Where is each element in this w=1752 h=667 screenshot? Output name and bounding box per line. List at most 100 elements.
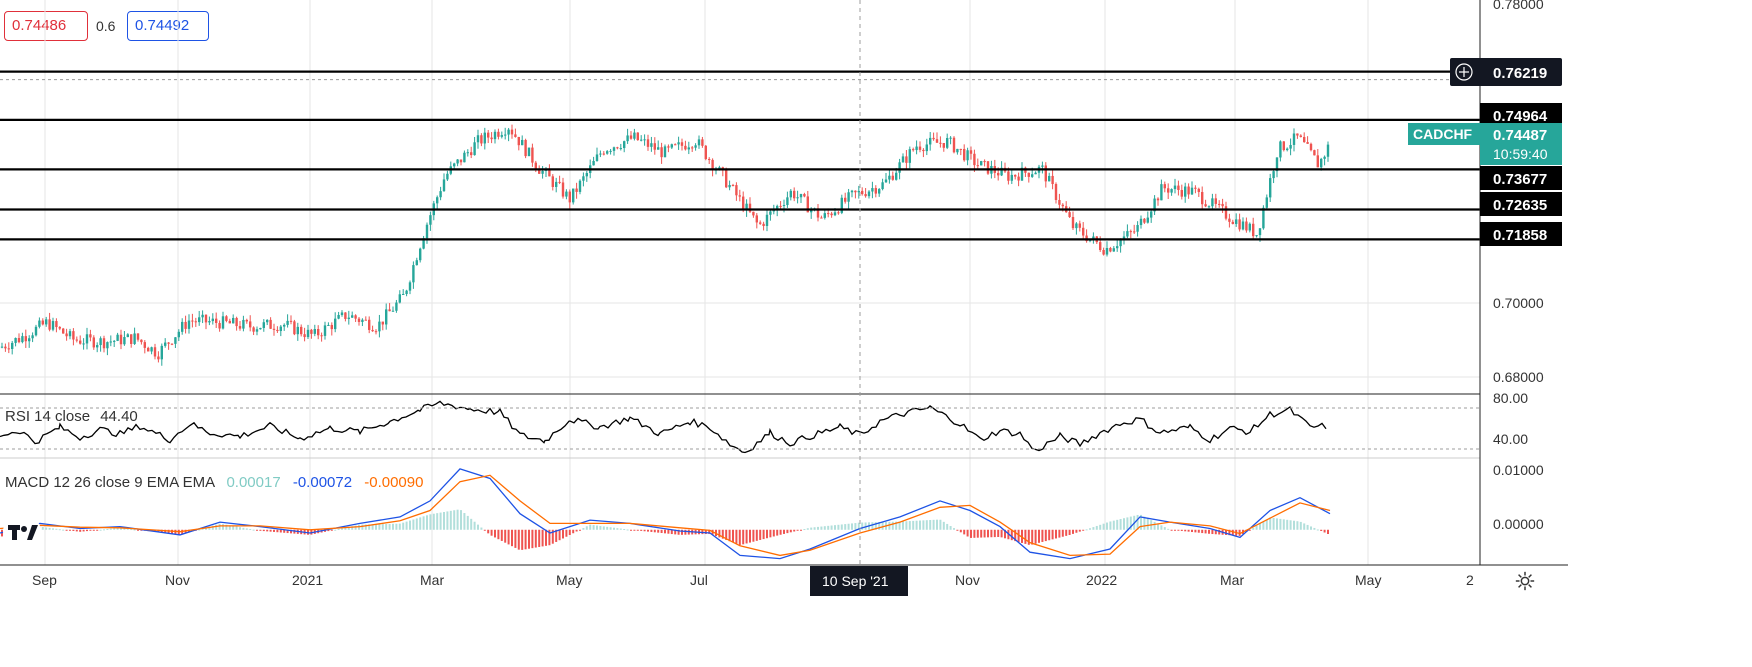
histogram-bar	[1313, 527, 1316, 530]
histogram-bar	[483, 529, 486, 531]
candle-body	[1306, 142, 1309, 144]
candle-body	[160, 345, 163, 360]
histogram-bar	[341, 528, 343, 530]
candle-body	[555, 181, 558, 187]
candle-body	[735, 185, 738, 196]
histogram-bar	[912, 520, 915, 530]
histogram-bar	[970, 529, 972, 538]
histogram-bar	[395, 523, 398, 530]
candle-body	[147, 347, 150, 352]
candle-body	[347, 317, 350, 319]
candle-body	[905, 156, 908, 163]
ask-price-box[interactable]: 0.74492	[127, 11, 209, 41]
candle-body	[429, 215, 432, 225]
histogram-bar	[1024, 529, 1027, 544]
histogram-bar	[524, 529, 527, 550]
candle-body	[1303, 136, 1306, 143]
bid-price-box[interactable]: 0.74486	[4, 11, 88, 41]
candle-body	[898, 162, 901, 173]
histogram-bar	[477, 524, 479, 530]
histogram-bar	[1078, 529, 1081, 532]
histogram-bar	[48, 527, 51, 530]
candle-body	[857, 190, 860, 193]
candle-body	[956, 148, 959, 153]
histogram-bar	[1044, 529, 1047, 542]
candle-body	[1326, 144, 1330, 157]
histogram-bar	[664, 529, 666, 534]
candle-body	[174, 337, 177, 344]
candle-body	[1000, 167, 1003, 176]
candle-body	[337, 314, 340, 319]
macd-legend[interactable]: MACD 12 26 close 9 EMA EMA 0.00017 -0.00…	[5, 474, 423, 491]
candle-body	[378, 321, 381, 332]
candle-body	[303, 334, 306, 338]
candle-body	[599, 153, 602, 155]
histogram-bar	[541, 529, 544, 547]
histogram-bar	[619, 528, 622, 530]
candle-body	[973, 153, 976, 166]
plus-icon[interactable]	[1455, 63, 1473, 81]
candle-body	[354, 315, 357, 319]
candle-body	[14, 338, 17, 343]
candle-body	[680, 142, 684, 146]
rsi-legend[interactable]: RSI 14 close 44.40	[5, 408, 138, 425]
candle-body	[507, 129, 510, 135]
tradingview-logo-icon[interactable]	[0, 512, 46, 552]
candle-body	[425, 224, 429, 239]
histogram-bar	[936, 519, 938, 530]
histogram-bar	[324, 529, 326, 532]
histogram-bar	[1187, 529, 1190, 532]
candle-body	[497, 131, 500, 137]
histogram-bar	[1282, 519, 1285, 530]
candle-body	[942, 143, 945, 148]
x-tick-label: May	[1355, 572, 1381, 588]
histogram-bar	[636, 529, 639, 531]
histogram-bar	[640, 529, 643, 531]
histogram-bar	[1231, 529, 1234, 536]
histogram-bar	[1058, 529, 1061, 538]
histogram-bar	[752, 529, 755, 542]
histogram-bar	[232, 525, 235, 530]
candle-body	[1082, 227, 1085, 236]
rsi-tick-label: 40.00	[1493, 431, 1528, 447]
candle-body	[493, 131, 497, 140]
histogram-bar	[1027, 529, 1030, 545]
candle-body	[1241, 221, 1245, 230]
level-tags: 0.76219 0.74964 CADCHF 0.74487 10:59:40 …	[1408, 58, 1562, 246]
histogram-bar	[1038, 529, 1040, 543]
macd-hist-value: 0.00017	[226, 474, 280, 491]
candle-body	[500, 135, 503, 137]
candle-body	[782, 205, 786, 207]
histogram-bar	[103, 529, 105, 531]
histogram-bar	[521, 529, 524, 550]
level-label: 0.71858	[1493, 227, 1547, 244]
histogram-bar	[762, 529, 765, 540]
chart-canvas[interactable]: 0.78000 0.70000 0.68000 80.00 40.00 0.01…	[0, 0, 1568, 597]
candle-body	[915, 146, 918, 151]
candle-body	[952, 137, 956, 153]
histogram-bar	[738, 529, 741, 546]
histogram-bar	[609, 527, 612, 530]
rsi-title: RSI 14 close	[5, 408, 90, 425]
candle-body	[704, 145, 707, 160]
candle-body	[480, 135, 483, 144]
candle-body	[793, 190, 796, 199]
histogram-bar	[1082, 529, 1085, 531]
candle-body	[34, 326, 38, 336]
candle-body	[1014, 174, 1017, 177]
candle-body	[21, 336, 24, 343]
candle-body	[106, 342, 109, 349]
histogram-bar	[429, 514, 432, 530]
histogram-bar	[534, 529, 537, 548]
candle-body	[1279, 141, 1282, 158]
histogram-bar	[201, 528, 204, 530]
histogram-bar	[1218, 529, 1221, 535]
settings-gear-icon[interactable]	[1512, 570, 1538, 592]
candle-body	[541, 170, 544, 174]
candle-body	[946, 137, 949, 148]
candle-body	[935, 139, 939, 143]
candle-body	[395, 302, 398, 311]
histogram-bar	[851, 523, 853, 530]
candle-body	[1235, 219, 1238, 224]
candle-body	[1252, 223, 1255, 237]
